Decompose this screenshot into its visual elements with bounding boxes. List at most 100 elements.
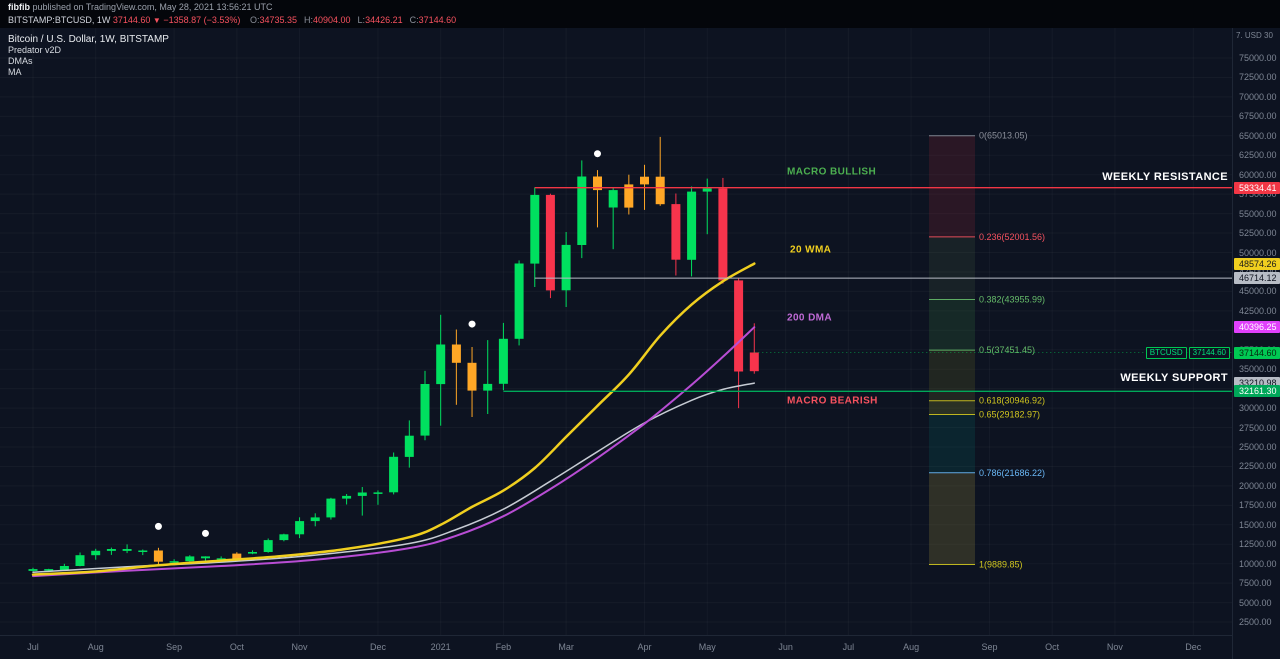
candle-body (59, 566, 69, 571)
ohlc-values: O:34735.35 H:40904.00 L:34426.21 C:37144.60 (243, 15, 456, 25)
time-tick: Aug (87, 642, 104, 652)
time-tick: Dec (369, 642, 386, 652)
legend-indicator-predator: Predator v2D (8, 45, 62, 55)
candle-body (624, 184, 634, 208)
candle-body (420, 384, 430, 436)
ma-line (32, 382, 756, 574)
price-tick: 35000.00 (1239, 364, 1277, 375)
candle-body (44, 569, 54, 571)
time-tick: Jul (27, 642, 39, 652)
price-label-chip: 46714.12 (1234, 272, 1280, 285)
candle-body (655, 176, 665, 205)
symbol-title: BITSTAMP:BTCUSD, 1W (8, 15, 111, 25)
time-tick: May (698, 642, 716, 652)
chart-plot: 0(65013.05) 0.236(52001.56) 0.382(43955.99… (28, 131, 1232, 578)
price-tick: 55000.00 (1239, 208, 1277, 219)
candle-body (75, 555, 85, 566)
candle-body (702, 188, 712, 192)
candle-body (545, 194, 555, 291)
price-label-chip: 32161.30 (1234, 385, 1280, 398)
candle-body (279, 534, 289, 541)
candle-body (185, 556, 195, 562)
price-tick: 20000.00 (1239, 480, 1277, 491)
price-tick: 25000.00 (1239, 442, 1277, 452)
price-tick: 17500.00 (1239, 500, 1277, 511)
candle-body (295, 521, 305, 535)
fib-band[interactable] (929, 350, 975, 401)
ohlc-key: C: (409, 15, 419, 25)
candle-body (687, 191, 697, 260)
weekly-support-label[interactable]: WEEKLY SUPPORT (1120, 372, 1228, 385)
fib-band[interactable] (929, 472, 975, 565)
candle-body (373, 492, 383, 494)
ohlc-value: 34426.21 (365, 15, 403, 25)
fib-band[interactable] (929, 236, 975, 300)
legend-symbol: Bitcoin / U.S. Dollar, 1W, BITSTAMP (8, 34, 169, 45)
signal-marker (593, 150, 601, 158)
price-tick: 5000.00 (1239, 597, 1272, 608)
candle-body (138, 550, 148, 552)
candle-body (153, 550, 163, 562)
price-change: −1358.87 (−3.53%) (163, 15, 241, 25)
fib-level-label: 1(9889.85) (979, 560, 1023, 570)
time-tick: Sep (981, 642, 998, 652)
fib-band[interactable] (929, 299, 975, 351)
price-tick: 67500.00 (1239, 111, 1277, 122)
legend-indicator-ma: MA (8, 67, 22, 77)
price-tick: 10000.00 (1239, 558, 1277, 569)
candle-body (498, 338, 508, 384)
fib-level-label: 0.236(52001.56) (979, 232, 1045, 242)
time-axis[interactable]: Jul Aug Sep Oct Nov Dec 2021 Feb Mar Apr May Jun Jul… (0, 635, 1232, 659)
wma20-label[interactable]: 20 WMA (790, 244, 832, 256)
time-tick: Aug (903, 642, 920, 652)
candle-body (593, 176, 602, 191)
candle-body (326, 498, 336, 518)
fib-band[interactable] (929, 135, 975, 237)
time-tick: Dec (1185, 642, 1202, 652)
candle-body (436, 344, 446, 385)
candle-body (232, 553, 242, 560)
time-tick: 2021 (430, 642, 451, 652)
fib-band[interactable] (929, 400, 975, 415)
signal-marker (154, 522, 162, 530)
price-tick: 45000.00 (1239, 286, 1277, 297)
chart-canvas[interactable]: 0(65013.05) 0.236(52001.56) 0.382(43955.99… (0, 28, 1232, 635)
fib-level-label: 0.786(21686.22) (979, 468, 1045, 478)
price-tick: 30000.00 (1239, 403, 1277, 414)
author-name: fibfib (8, 2, 30, 12)
candle-body (404, 435, 414, 457)
candle-body (216, 558, 226, 560)
fib-level-label: 0(65013.05) (979, 131, 1028, 141)
candle-body (342, 495, 352, 499)
macro-bearish-label[interactable]: MACRO BEARISH (787, 395, 878, 407)
price-tick: 12500.00 (1239, 539, 1277, 550)
fib-band[interactable] (929, 414, 975, 473)
time-tick: Nov (1106, 642, 1123, 652)
time-tick: Sep (166, 642, 183, 652)
price-tick: 42500.00 (1239, 305, 1277, 316)
price-tick: 50000.00 (1239, 247, 1277, 258)
ohlc-key: O: (249, 15, 260, 25)
price-tick: 62500.00 (1239, 150, 1277, 161)
weekly-resistance-label[interactable]: WEEKLY RESISTANCE (1102, 170, 1228, 183)
candle-body (467, 362, 477, 391)
candle-body (671, 204, 681, 260)
price-label-chip: 40396.25 (1234, 321, 1280, 334)
price-tick: 2500.00 (1239, 617, 1272, 628)
candle-body (640, 176, 649, 185)
dma200-label[interactable]: 200 DMA (787, 312, 833, 324)
candle-body (248, 552, 257, 554)
fib-level-label: 0.5(37451.45) (979, 345, 1035, 355)
ohlc-value: 40904.00 (313, 15, 351, 25)
current-price-chip-value: 37144.60 (1188, 346, 1230, 359)
candle-body (608, 190, 618, 208)
candle-body (749, 352, 759, 372)
candle-body (734, 280, 744, 372)
candle-body (483, 383, 493, 391)
price-axis[interactable]: 7. USD 30 75000.00 72500.00 70000.00 67500.… (1232, 28, 1280, 659)
candle-body (514, 263, 524, 339)
macro-bullish-label[interactable]: MACRO BULLISH (787, 166, 877, 178)
candle-body (91, 550, 101, 556)
signal-marker (201, 529, 209, 537)
